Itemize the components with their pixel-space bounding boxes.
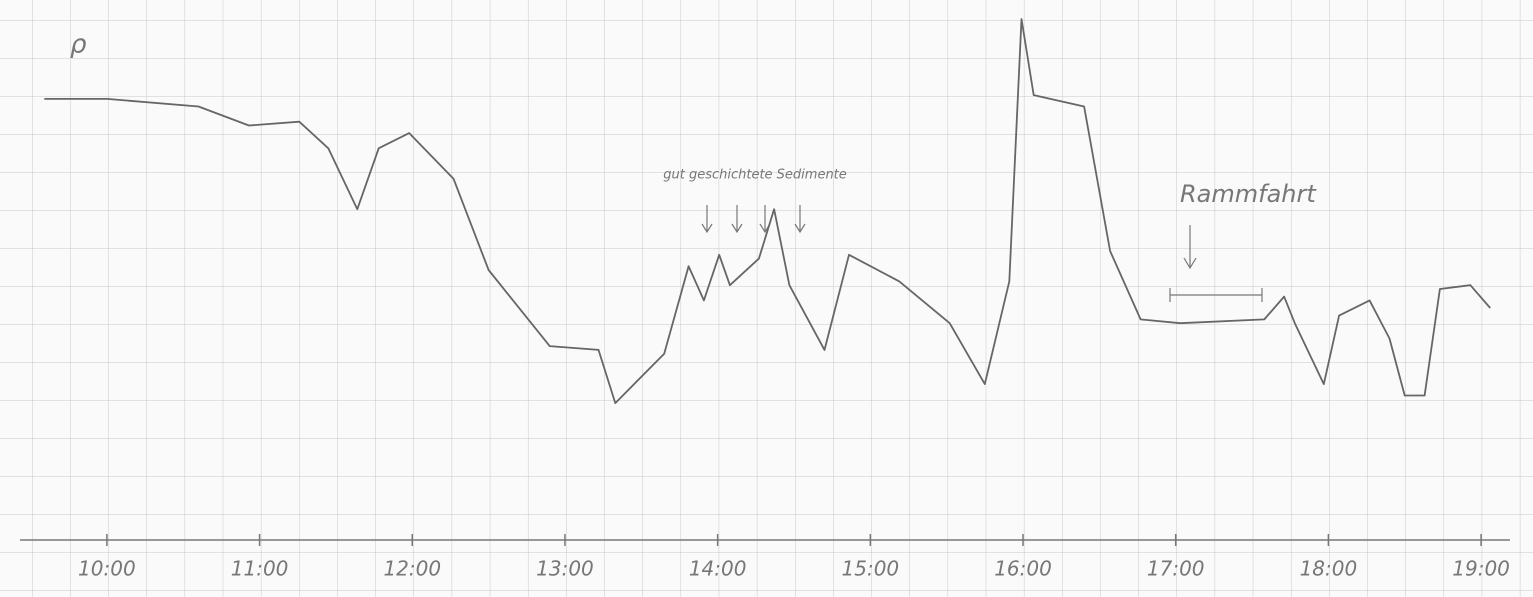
y-axis-label: ρ xyxy=(70,30,87,60)
x-tick-label: 18:00 xyxy=(1300,557,1358,581)
x-tick-label: 14:00 xyxy=(689,557,747,581)
x-tick-label: 17:00 xyxy=(1147,557,1205,581)
x-tick-label: 15:00 xyxy=(842,557,900,581)
x-tick-label: 19:00 xyxy=(1452,557,1510,581)
data-line xyxy=(44,18,1491,404)
annotation-arrows xyxy=(701,205,1263,302)
x-tick-label: 10:00 xyxy=(78,557,136,581)
annotation: gut geschichtete Sedimente xyxy=(663,168,847,183)
annotation: Rammfahrt xyxy=(1180,180,1317,208)
x-tick-label: 12:00 xyxy=(383,557,441,581)
x-tick-label: 13:00 xyxy=(536,557,594,581)
x-tick-label: 16:00 xyxy=(994,557,1052,581)
x-tick-label: 11:00 xyxy=(231,557,289,581)
